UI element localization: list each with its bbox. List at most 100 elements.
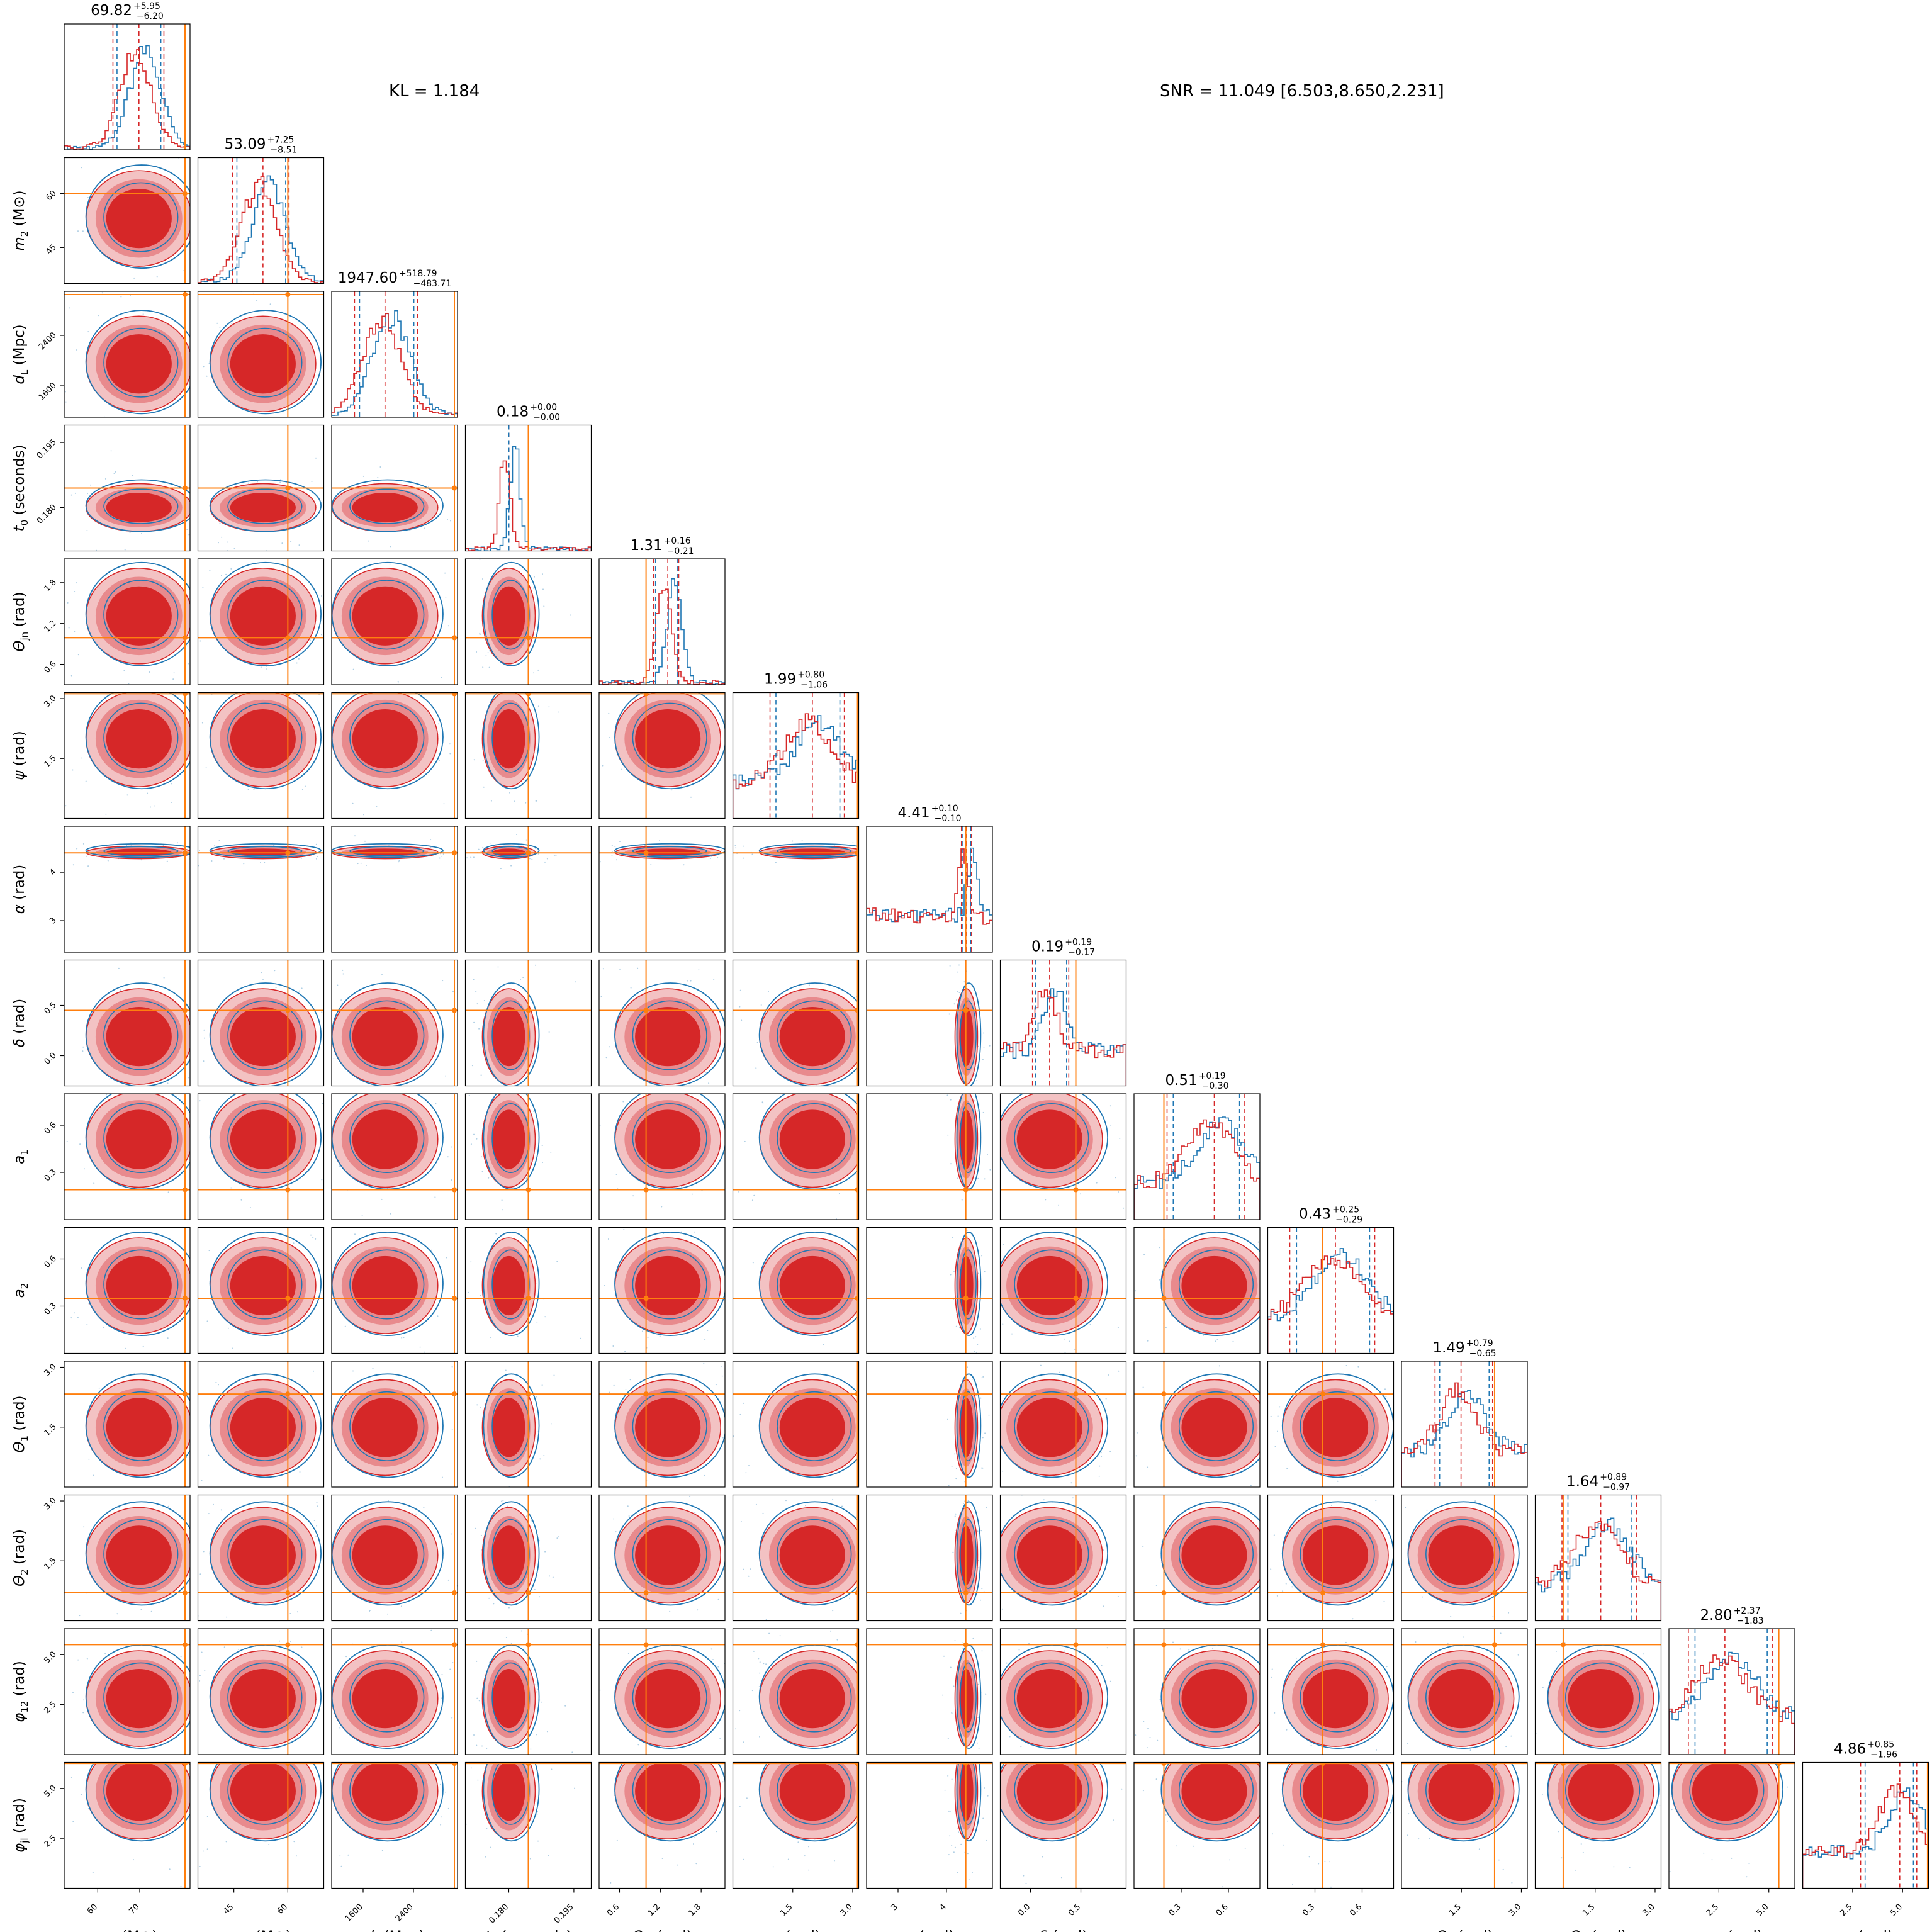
- sample-point: [430, 1212, 432, 1213]
- sample-point: [149, 671, 150, 673]
- sample-point: [335, 1397, 337, 1398]
- sample-point: [502, 1500, 504, 1502]
- sample-point: [739, 1413, 741, 1415]
- sample-point: [79, 1615, 81, 1617]
- panel-frame: [197, 1227, 325, 1354]
- sample-point: [459, 1142, 461, 1143]
- sample-point: [208, 626, 210, 627]
- sample-point: [330, 1123, 331, 1124]
- sample-point: [982, 1467, 984, 1469]
- sample-point: [605, 678, 606, 680]
- sample-point: [1128, 1643, 1130, 1644]
- sample-point: [354, 1752, 355, 1753]
- contour-series-a-inner: [103, 846, 179, 856]
- contour-series-a-inner: [632, 1000, 707, 1070]
- sample-point: [1270, 1415, 1272, 1417]
- sample-point: [542, 573, 543, 575]
- sample-point: [212, 1530, 213, 1531]
- sample-point: [317, 1505, 318, 1507]
- contour-series-a-inner: [632, 702, 707, 773]
- sample-point: [194, 1077, 195, 1079]
- sample-point: [49, 811, 50, 812]
- sample-point: [781, 1091, 782, 1092]
- sample-point: [748, 846, 750, 847]
- sample-point: [94, 948, 95, 949]
- sample-point: [193, 509, 194, 510]
- sample-point: [75, 1529, 76, 1530]
- sample-point: [215, 1096, 216, 1097]
- sample-point: [951, 1026, 952, 1027]
- sample-point: [967, 1500, 969, 1502]
- sample-point: [274, 970, 276, 972]
- panel-frame: [999, 1628, 1127, 1755]
- sample-point: [345, 1656, 347, 1658]
- sample-point: [1031, 1378, 1033, 1379]
- sample-point: [223, 858, 225, 860]
- sample-point: [174, 153, 175, 154]
- sample-point: [1142, 1386, 1144, 1388]
- sample-point: [174, 556, 176, 557]
- sample-point: [953, 1685, 955, 1687]
- sample-point: [680, 1186, 682, 1188]
- sample-point: [1072, 1497, 1074, 1499]
- sample-point: [938, 853, 939, 854]
- sample-point: [534, 847, 536, 849]
- sample-point: [955, 1637, 956, 1638]
- sample-point: [988, 1578, 989, 1580]
- sample-point: [1116, 1580, 1118, 1581]
- axis-unit: (rad): [11, 1395, 28, 1435]
- sample-point: [172, 678, 174, 680]
- sample-point: [86, 855, 87, 857]
- sample-point: [486, 1349, 487, 1350]
- contour-panel-th2-phi12: [1534, 1619, 1662, 1755]
- sample-point: [167, 1505, 169, 1507]
- sample-point: [1534, 1587, 1535, 1588]
- sample-point: [615, 1531, 617, 1533]
- sample-point: [537, 1041, 539, 1043]
- y-tick-label: 0.3: [43, 1301, 59, 1317]
- y-tick-label: 4: [48, 867, 58, 877]
- sample-point: [518, 673, 519, 675]
- sample-point: [219, 326, 221, 328]
- contour-panel-alpha-th2: [866, 1494, 993, 1638]
- sample-point: [485, 665, 486, 666]
- sample-point: [328, 715, 329, 716]
- contour-series-a-inner: [491, 580, 530, 650]
- sample-point: [373, 1638, 374, 1639]
- sample-point: [95, 1105, 97, 1107]
- sample-point: [438, 723, 439, 725]
- sample-point: [729, 1320, 731, 1321]
- sample-point: [851, 1493, 852, 1495]
- sample-point: [534, 828, 535, 829]
- sample-point: [247, 789, 249, 790]
- sample-point: [482, 666, 484, 668]
- sample-point: [459, 853, 460, 854]
- sample-point: [984, 1432, 986, 1434]
- panel-frame: [331, 291, 458, 418]
- sample-point: [140, 687, 141, 688]
- sample-point: [958, 964, 960, 966]
- contour-panel-a2-th2: [1267, 1494, 1408, 1622]
- sample-point: [611, 845, 613, 846]
- truth-point: [183, 1391, 188, 1397]
- sample-point: [1295, 1348, 1296, 1349]
- sample-point: [1414, 1649, 1415, 1651]
- sample-point: [1328, 1495, 1330, 1497]
- sample-point: [1566, 1619, 1567, 1620]
- sample-point: [955, 1325, 957, 1327]
- sample-point: [1089, 1323, 1091, 1325]
- hist-panel-alpha: 4.41 +0.10 −0.10: [866, 804, 993, 953]
- density-level-inner: [492, 1109, 525, 1169]
- sample-point: [204, 1670, 206, 1671]
- sample-point: [1407, 1503, 1408, 1504]
- sample-point: [1271, 1676, 1272, 1678]
- density-level-inner: [106, 1668, 172, 1729]
- hist-series_b-a1: [1134, 1119, 1260, 1220]
- marginal-minus-dL: −483.71: [413, 279, 452, 289]
- sample-point: [1040, 1489, 1041, 1490]
- contour-panel-m2-th2: [197, 1494, 325, 1635]
- sample-point: [710, 1648, 712, 1650]
- density-level-inner: [352, 1525, 418, 1585]
- sample-point: [266, 1634, 267, 1635]
- sample-point: [162, 845, 164, 846]
